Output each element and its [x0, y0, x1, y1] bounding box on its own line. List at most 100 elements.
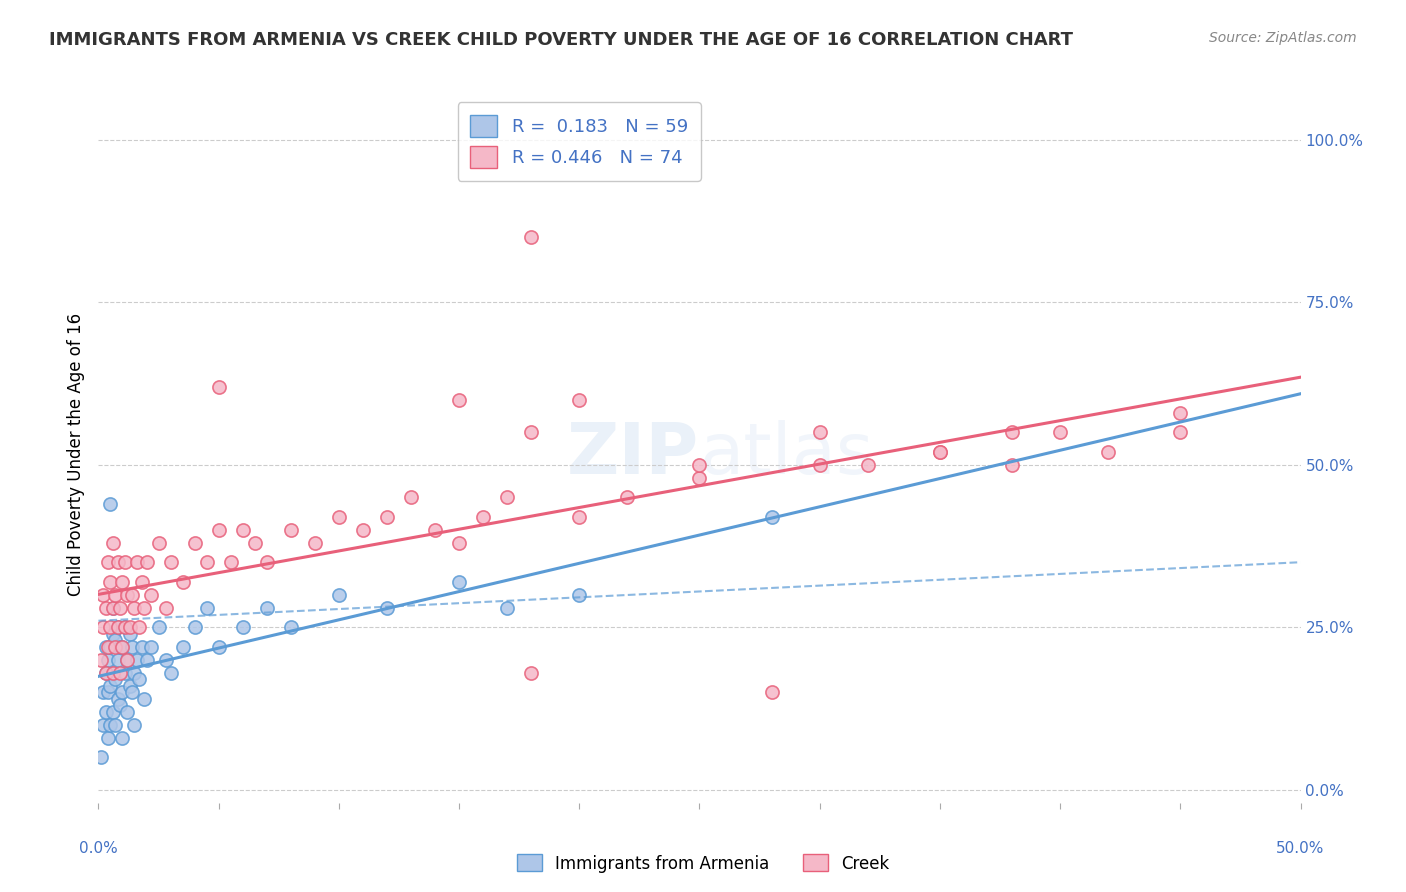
Point [101, 626, 124, 640]
Point [108, 698, 131, 713]
Point [520, 425, 543, 439]
Point [124, 718, 146, 732]
Point [447, 535, 470, 549]
Point [689, 471, 711, 485]
Point [104, 588, 127, 602]
Point [232, 523, 254, 537]
Point [472, 509, 495, 524]
Point [111, 731, 134, 745]
Point [94, 640, 117, 654]
Point [101, 665, 124, 680]
Point [352, 523, 374, 537]
Point [148, 535, 170, 549]
Point [121, 640, 143, 654]
Point [91, 620, 114, 634]
Point [118, 620, 141, 634]
Text: Source: ZipAtlas.com: Source: ZipAtlas.com [1209, 31, 1357, 45]
Point [91, 588, 114, 602]
Point [195, 600, 218, 615]
Point [808, 425, 831, 439]
Point [928, 444, 950, 458]
Text: atlas: atlas [700, 420, 875, 490]
Point [91, 718, 114, 732]
Point [568, 588, 591, 602]
Point [108, 665, 131, 680]
Point [101, 600, 124, 615]
Point [208, 523, 231, 537]
Point [761, 685, 783, 699]
Text: IMMIGRANTS FROM ARMENIA VS CREEK CHILD POVERTY UNDER THE AGE OF 16 CORRELATION C: IMMIGRANTS FROM ARMENIA VS CREEK CHILD P… [49, 31, 1073, 49]
Point [761, 509, 783, 524]
Point [219, 555, 242, 569]
Point [280, 620, 302, 634]
Point [100, 620, 122, 634]
Point [117, 705, 139, 719]
Point [520, 665, 543, 680]
Point [94, 665, 117, 680]
Point [159, 555, 181, 569]
Point [114, 555, 136, 569]
Point [128, 620, 150, 634]
Point [132, 600, 155, 615]
Point [107, 620, 129, 634]
Point [135, 555, 157, 569]
Text: 0.0%: 0.0% [79, 841, 118, 856]
Point [121, 685, 143, 699]
Point [243, 535, 266, 549]
Point [256, 600, 278, 615]
Point [117, 588, 139, 602]
Point [132, 691, 155, 706]
Point [111, 640, 134, 654]
Point [447, 574, 470, 589]
Point [141, 640, 163, 654]
Point [100, 718, 122, 732]
Legend: R =  0.183   N = 59, R = 0.446   N = 74: R = 0.183 N = 59, R = 0.446 N = 74 [458, 103, 700, 180]
Point [94, 665, 117, 680]
Point [117, 653, 139, 667]
Point [101, 665, 124, 680]
Point [100, 574, 122, 589]
Point [107, 555, 129, 569]
Point [808, 458, 831, 472]
Point [208, 379, 231, 393]
Legend: Immigrants from Armenia, Creek: Immigrants from Armenia, Creek [510, 847, 896, 880]
Point [256, 555, 278, 569]
Point [1170, 406, 1192, 420]
Point [616, 490, 638, 504]
Point [124, 665, 146, 680]
Point [114, 620, 136, 634]
Point [183, 620, 205, 634]
Point [94, 600, 117, 615]
Point [135, 653, 157, 667]
Point [195, 555, 218, 569]
Point [131, 574, 153, 589]
Point [97, 685, 120, 699]
Point [97, 731, 120, 745]
Point [375, 509, 398, 524]
Point [118, 679, 141, 693]
Point [107, 653, 129, 667]
Point [183, 535, 205, 549]
Point [97, 640, 120, 654]
Point [100, 640, 122, 654]
Point [111, 574, 134, 589]
Point [114, 620, 136, 634]
Point [328, 588, 350, 602]
Point [91, 685, 114, 699]
Point [111, 685, 134, 699]
Point [125, 653, 148, 667]
Point [100, 679, 122, 693]
Point [125, 555, 148, 569]
Y-axis label: Child Poverty Under the Age of 16: Child Poverty Under the Age of 16 [66, 313, 84, 597]
Point [328, 509, 350, 524]
Point [104, 633, 127, 648]
Point [375, 600, 398, 615]
Point [496, 600, 519, 615]
Point [128, 672, 150, 686]
Point [90, 653, 112, 667]
Point [118, 626, 141, 640]
Point [496, 490, 519, 504]
Point [108, 640, 131, 654]
Point [131, 640, 153, 654]
Point [568, 392, 591, 407]
